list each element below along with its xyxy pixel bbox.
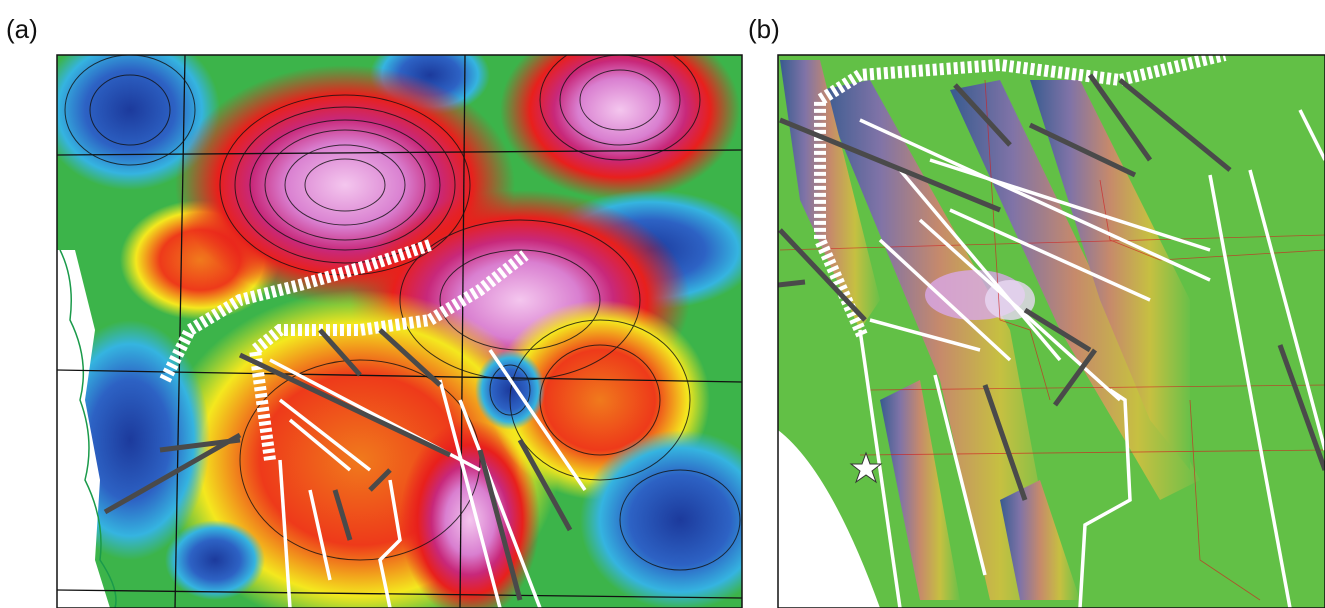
figure: (a) (b): [0, 0, 1325, 608]
map-shape: [500, 20, 740, 200]
map-shape: [580, 430, 780, 608]
map-shape: [165, 520, 265, 600]
map-a: [40, 20, 780, 608]
panel-label: (a): [6, 14, 38, 44]
map-shape: [778, 282, 805, 285]
map-b: [778, 55, 1325, 608]
panel-label: (b): [748, 14, 780, 44]
page: (a) (b): [0, 0, 1325, 608]
